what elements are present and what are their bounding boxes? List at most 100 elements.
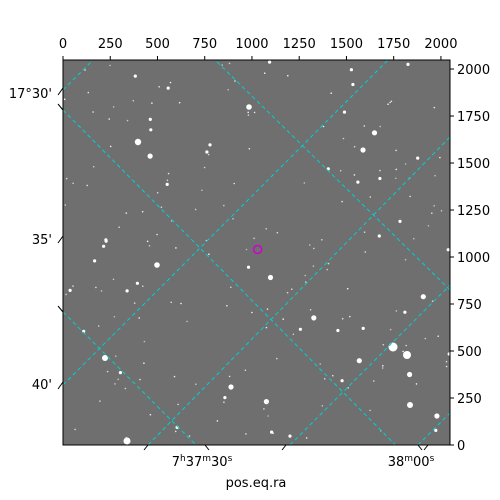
star <box>437 335 440 338</box>
star <box>244 369 247 372</box>
star <box>434 413 440 419</box>
star <box>405 344 408 347</box>
grid-line <box>289 284 450 445</box>
bright-star <box>154 262 160 268</box>
star <box>148 245 151 247</box>
star <box>100 290 103 292</box>
right-tick-label: 1000 <box>457 251 490 266</box>
star <box>349 315 351 318</box>
star <box>99 400 101 402</box>
star <box>174 430 177 433</box>
star <box>139 378 141 381</box>
star <box>115 355 117 358</box>
star <box>415 383 418 385</box>
star <box>406 62 410 66</box>
star <box>133 74 137 78</box>
star <box>398 219 402 223</box>
top-tick-label: 250 <box>98 37 123 52</box>
bottom-axis-ticks <box>143 444 429 451</box>
star <box>245 248 248 251</box>
star <box>447 352 450 356</box>
star <box>228 375 231 378</box>
star <box>63 98 66 101</box>
star <box>65 177 68 180</box>
star <box>298 327 302 331</box>
star <box>339 169 342 172</box>
star <box>373 380 375 382</box>
star <box>390 100 393 103</box>
top-tick-label: 2000 <box>424 37 457 52</box>
star <box>223 396 227 400</box>
star <box>146 240 149 243</box>
star <box>395 168 398 171</box>
star <box>332 374 334 377</box>
star <box>92 111 94 113</box>
star <box>230 286 232 289</box>
star <box>149 128 153 132</box>
star <box>108 118 110 120</box>
star <box>364 251 367 253</box>
star <box>286 291 289 294</box>
star <box>420 294 426 300</box>
star <box>434 428 438 432</box>
star <box>147 153 153 159</box>
star <box>395 149 397 152</box>
star <box>72 285 74 287</box>
dec-label-35: 35' <box>32 233 52 248</box>
star <box>309 244 311 246</box>
star <box>433 205 436 207</box>
star <box>177 403 179 406</box>
top-tick-label: 1000 <box>235 37 268 52</box>
star <box>413 237 415 240</box>
star <box>160 206 163 208</box>
star <box>203 166 206 169</box>
star <box>175 247 177 249</box>
star <box>353 174 356 176</box>
star <box>156 192 159 194</box>
star <box>86 184 88 187</box>
star <box>431 212 433 214</box>
bright-star <box>228 384 234 390</box>
star <box>247 114 250 116</box>
star <box>104 238 108 242</box>
star <box>305 437 308 439</box>
star <box>221 64 223 66</box>
star <box>247 111 249 114</box>
star <box>312 265 315 267</box>
star <box>276 357 278 360</box>
star <box>378 176 382 181</box>
star <box>143 362 145 365</box>
star <box>361 326 365 330</box>
star <box>445 360 448 363</box>
star <box>109 64 111 67</box>
star <box>65 293 67 296</box>
star <box>227 88 229 91</box>
star <box>268 60 272 64</box>
star <box>356 180 360 184</box>
star <box>266 308 269 310</box>
star <box>382 365 384 367</box>
star <box>109 145 112 148</box>
top-tick-label: 1750 <box>377 37 410 52</box>
star <box>342 110 347 114</box>
star <box>156 233 158 236</box>
star <box>276 231 279 234</box>
star <box>431 300 434 303</box>
star <box>387 103 389 105</box>
star <box>141 210 144 213</box>
top-tick-label: 500 <box>145 37 170 52</box>
star <box>340 379 344 383</box>
star <box>336 328 340 333</box>
star <box>114 383 116 385</box>
star <box>74 428 76 431</box>
star <box>311 315 317 321</box>
star <box>208 253 210 255</box>
right-axis: 0 250 500 750 1000 1250 1500 1750 2000 <box>450 63 490 454</box>
star <box>424 337 427 340</box>
star <box>265 326 268 329</box>
star <box>403 310 407 314</box>
star <box>253 111 256 114</box>
star <box>427 225 430 227</box>
star <box>291 288 293 291</box>
